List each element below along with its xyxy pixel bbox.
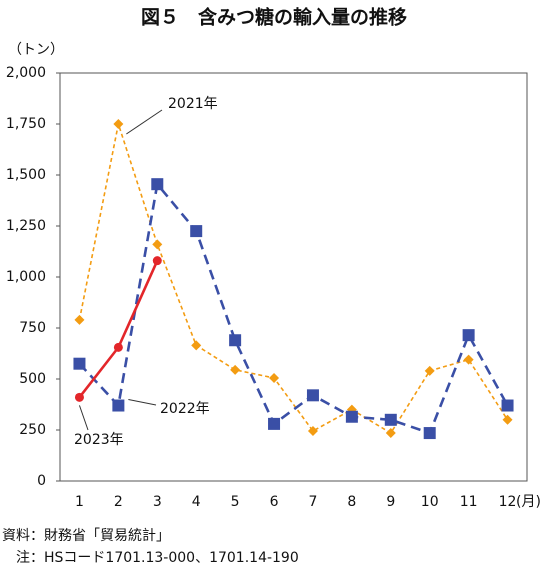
y-tick-label: 750 [19,320,46,336]
point [230,364,241,375]
annotation-leader [126,109,163,135]
x-tick-label: 8 [347,494,356,510]
series-line [78,120,509,435]
y-unit: （トン） [8,42,64,58]
y-tick-label: 1,750 [6,116,46,132]
y-tick-label: 1,000 [6,269,46,285]
series-line [78,181,509,435]
x-unit: (月) [516,494,541,510]
annotation: 2021年 [168,96,218,112]
point [423,427,436,440]
annotation: 2022年 [160,401,210,417]
point [152,256,162,266]
point [463,354,474,365]
point [74,392,84,402]
y-tick-label: 500 [19,371,46,387]
point [112,399,125,412]
x-tick-label: 5 [231,494,240,510]
x-tick-label: 6 [270,494,279,510]
point [268,417,281,430]
point [502,414,513,425]
x-tick-label: 3 [153,494,162,510]
point [424,365,435,376]
point [191,340,202,351]
x-tick-label: 7 [308,494,317,510]
point [269,372,280,383]
point [113,342,123,352]
point [307,426,318,437]
x-tick-label: 2 [114,494,123,510]
point [462,329,475,342]
y-tick-label: 250 [19,422,46,438]
point [190,225,203,238]
y-tick-label: 2,000 [6,65,46,81]
annotation-leader [78,405,89,431]
source-note: 資料：財務省「貿易統計」 [2,528,170,544]
point [501,399,514,412]
point [113,119,124,129]
note: 注：HSコード1701.13-000、1701.14-190 [2,550,299,566]
x-tick-label: 12 [499,494,517,510]
y-tick-label: 0 [37,473,46,489]
y-tick-label: 1,500 [6,167,46,183]
x-tick-label: 1 [75,494,84,510]
annotation: 2023年 [74,432,124,448]
annotation-leader [128,399,157,406]
point [152,239,163,250]
point [385,428,396,439]
point [306,389,319,402]
x-tick-label: 4 [192,494,201,510]
point [384,413,397,426]
point [229,334,242,347]
x-tick-label: 11 [460,494,478,510]
y-tick-label: 1,250 [6,218,46,234]
x-tick-label: 10 [421,494,439,510]
plot-area [59,72,528,482]
point [74,314,85,325]
chart-title: 図５ 含みつ糖の輸入量の推移 [141,6,407,29]
x-tick-label: 9 [386,494,395,510]
point [151,178,164,191]
point [345,410,358,423]
point [73,357,86,370]
